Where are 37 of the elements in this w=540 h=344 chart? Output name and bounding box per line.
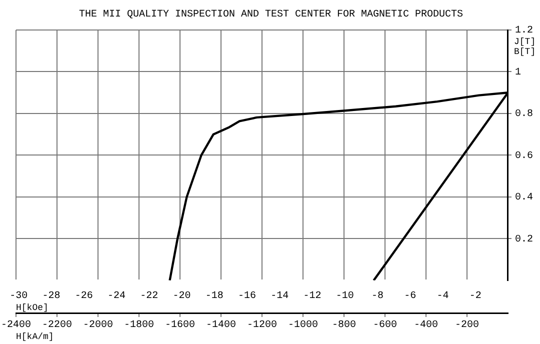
x2-tick-label: -14 bbox=[270, 291, 289, 302]
x-tick-label: -1200 bbox=[246, 320, 278, 331]
x2-tick-label: -6 bbox=[404, 291, 416, 302]
x-tick-label: -2000 bbox=[82, 320, 114, 331]
chart-title: THE MII QUALITY INSPECTION AND TEST CENTER FOR MAGNETIC PRODUCTS bbox=[78, 10, 464, 21]
x2-tick-label: -20 bbox=[172, 291, 191, 302]
x-tick-label: -2200 bbox=[42, 320, 72, 331]
x2-tick-label: -26 bbox=[74, 291, 93, 302]
x2-tick-label: -18 bbox=[205, 291, 224, 302]
x2-tick-label: -28 bbox=[42, 291, 60, 302]
y-tick-label: 0.8 bbox=[514, 109, 534, 120]
x-tick-label: -2400 bbox=[0, 320, 32, 331]
y-tick-label: 0.6 bbox=[514, 150, 534, 162]
x-tick-label: -1400 bbox=[206, 320, 236, 331]
x2-tick-label: -4 bbox=[436, 291, 449, 302]
x-tick-label: -200 bbox=[454, 320, 480, 331]
x-tick-label: -400 bbox=[414, 320, 438, 331]
y-axis-title: J[T] B[T] bbox=[514, 37, 536, 57]
y-tick-label: 1 bbox=[514, 67, 522, 78]
x2-tick-label: -2 bbox=[469, 291, 482, 302]
x-tick-label: -1600 bbox=[164, 320, 196, 331]
x2-tick-label: -10 bbox=[336, 291, 354, 302]
y-tick-label: 0.4 bbox=[514, 192, 534, 204]
x-tick-label: -800 bbox=[332, 320, 356, 331]
x2-tick-label: -22 bbox=[140, 291, 158, 302]
x-tick-label: -1000 bbox=[288, 320, 318, 331]
x2-axis-title: H[kOe] bbox=[16, 303, 48, 314]
x-tick-label: -1800 bbox=[124, 320, 154, 331]
y-tick-label: 0.2 bbox=[514, 234, 534, 246]
x2-tick-label: -30 bbox=[10, 291, 28, 302]
x2-tick-label: -24 bbox=[107, 291, 126, 302]
y-tick-label: 1.2 bbox=[514, 26, 534, 37]
x-axis-title: H[kA/m] bbox=[16, 332, 54, 342]
x2-tick-label: -12 bbox=[303, 291, 322, 302]
x2-tick-label: -8 bbox=[371, 291, 384, 302]
x2-tick-label: -16 bbox=[238, 291, 256, 302]
x-tick-label: -600 bbox=[372, 320, 398, 331]
